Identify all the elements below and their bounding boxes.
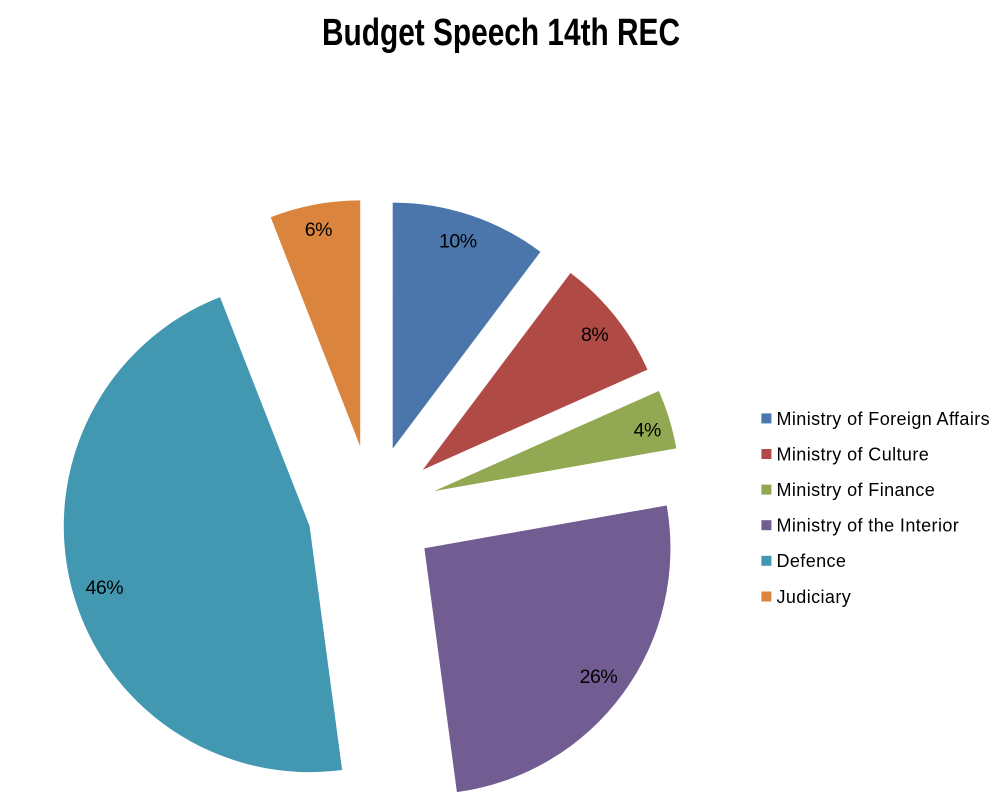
svg-text:8%: 8% — [581, 324, 608, 346]
svg-text:10%: 10% — [439, 231, 477, 253]
svg-text:46%: 46% — [86, 577, 124, 599]
svg-text:Defence: Defence — [777, 551, 847, 571]
svg-text:4%: 4% — [634, 420, 661, 442]
svg-text:Judiciary: Judiciary — [777, 587, 852, 607]
svg-text:26%: 26% — [580, 666, 618, 688]
svg-text:Ministry of Finance: Ministry of Finance — [777, 480, 936, 500]
svg-text:Ministry of Culture: Ministry of Culture — [777, 444, 930, 464]
svg-text:Budget Speech 14th REC: Budget Speech 14th REC — [322, 12, 680, 54]
svg-text:Ministry of the Interior: Ministry of the Interior — [777, 516, 960, 536]
svg-text:Ministry of Foreign Affairs: Ministry of Foreign Affairs — [777, 409, 991, 429]
svg-text:6%: 6% — [305, 219, 332, 241]
